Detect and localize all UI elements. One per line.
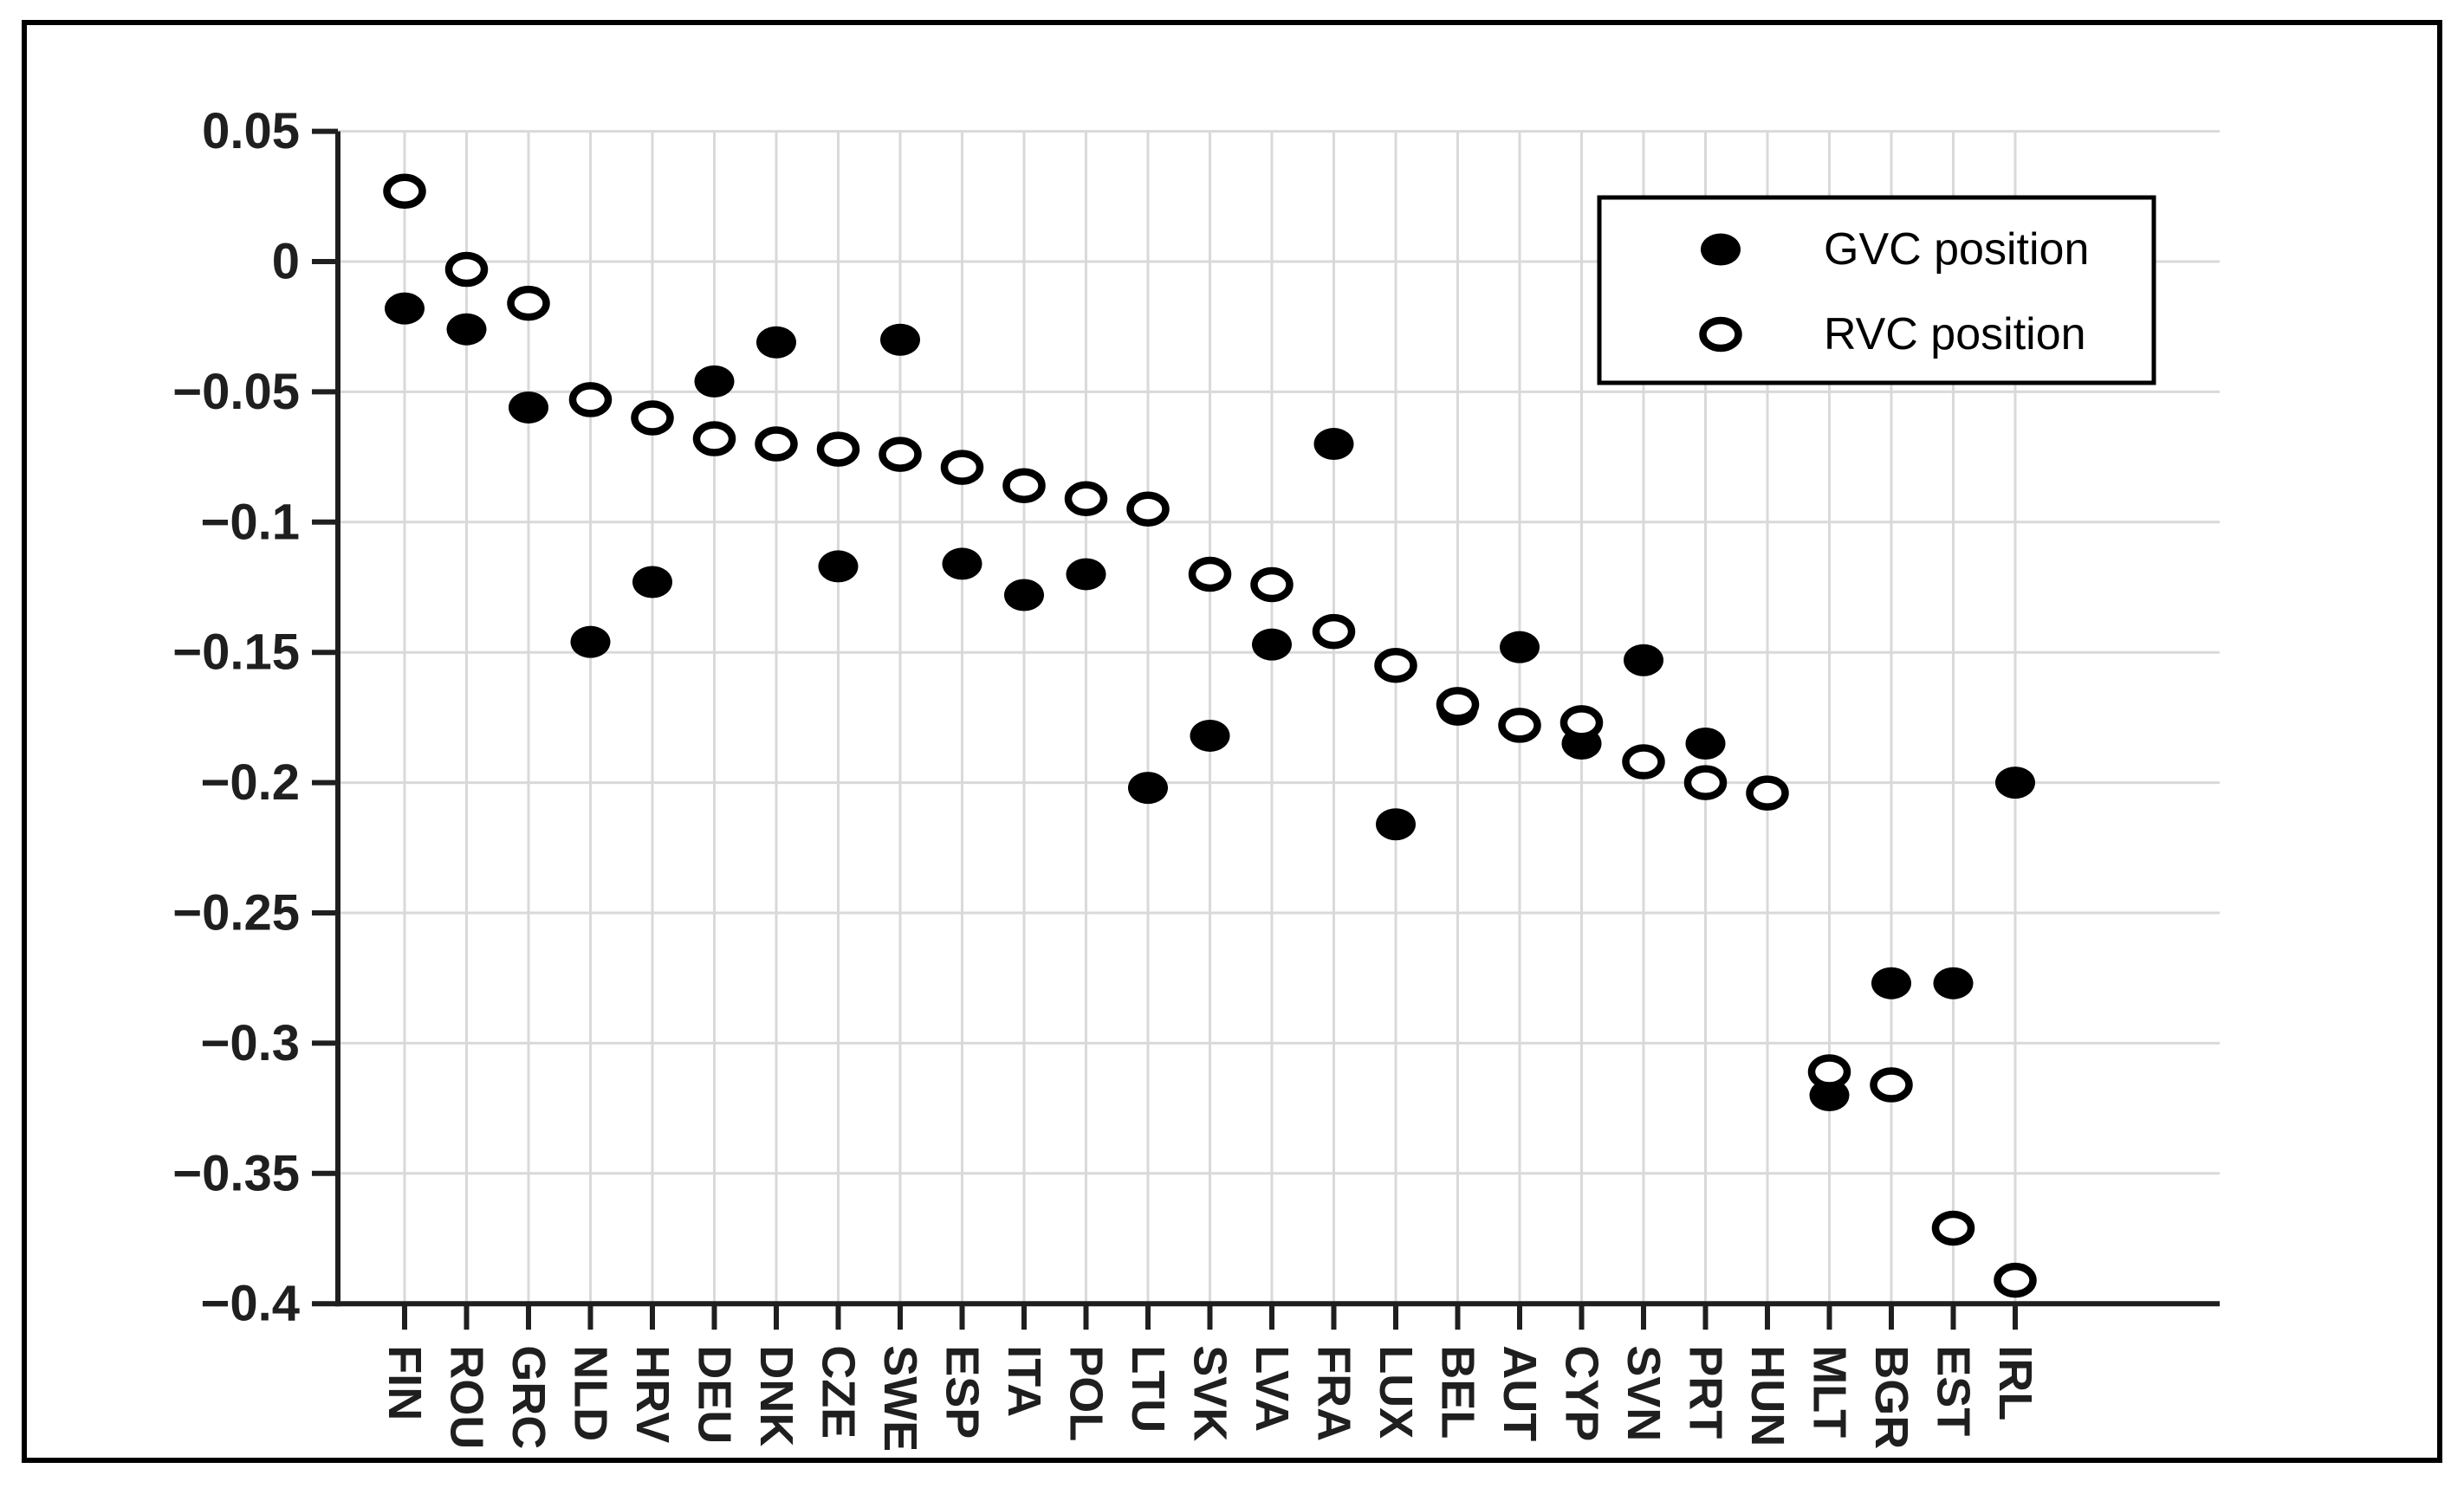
rvc-point-ESP xyxy=(940,450,984,485)
x-tick-label-FRA: FRA xyxy=(1308,1345,1360,1441)
x-tick-label-ROU: ROU xyxy=(441,1345,493,1449)
x-tick-label-GRC: GRC xyxy=(503,1345,554,1449)
gvc-point-PRT xyxy=(1685,727,1726,760)
y-tick-label-0.05: 0.05 xyxy=(202,103,300,159)
gvc-point-NLD xyxy=(570,625,611,658)
rvc-point-CYP xyxy=(1559,705,1604,741)
x-tick-label-BGR: BGR xyxy=(1865,1345,1917,1449)
gvc-point-IRL xyxy=(1995,767,2035,799)
gvc-point-DNK xyxy=(756,326,796,359)
gvc-point-AUT xyxy=(1500,631,1540,663)
gvc-point-EST xyxy=(1933,967,1974,1000)
x-tick-label-PRT: PRT xyxy=(1680,1345,1732,1439)
y-tick-label-−0.3: −0.3 xyxy=(201,1015,301,1071)
gvc-point-SWE xyxy=(880,323,920,356)
y-tick-label-0: 0 xyxy=(272,234,300,290)
x-tick-label-SVN: SVN xyxy=(1618,1345,1670,1441)
x-tick-label-HUN: HUN xyxy=(1741,1345,1793,1446)
x-tick-label-POL: POL xyxy=(1060,1345,1112,1441)
gvc-point-HRV xyxy=(632,566,672,598)
legend-gvc-label: GVC position xyxy=(1824,224,2089,275)
y-tick-label-−0.2: −0.2 xyxy=(201,754,301,811)
gvc-point-GRC xyxy=(509,391,548,424)
rvc-point-DNK xyxy=(755,426,798,462)
x-tick-label-LTU: LTU xyxy=(1122,1345,1174,1433)
gvc-point-CZE xyxy=(818,550,859,583)
rvc-point-FRA xyxy=(1312,613,1356,650)
x-tick-label-LUX: LUX xyxy=(1370,1345,1422,1439)
gvc-point-FRA xyxy=(1313,428,1354,461)
rvc-point-ROU xyxy=(444,251,489,288)
rvc-point-SWE xyxy=(879,437,922,472)
rvc-point-DEU xyxy=(692,421,736,456)
x-tick-label-ESP: ESP xyxy=(937,1345,989,1439)
rvc-point-HUN xyxy=(1746,775,1789,811)
rvc-point-HRV xyxy=(631,400,674,436)
gvc-point-LUX xyxy=(1376,808,1416,841)
y-tick-label-−0.15: −0.15 xyxy=(172,624,300,681)
gvc-point-ROU xyxy=(446,313,487,346)
gvc-point-POL xyxy=(1066,558,1106,591)
gvc-point-ITA xyxy=(1004,579,1044,611)
x-tick-label-DNK: DNK xyxy=(750,1345,802,1446)
rvc-point-SVN xyxy=(1622,744,1665,780)
legend-rvc-label: RVC position xyxy=(1824,309,2086,359)
rvc-point-BGR xyxy=(1870,1067,1913,1103)
rvc-point-AUT xyxy=(1498,708,1541,743)
gvc-point-FIN xyxy=(385,292,425,325)
y-tick-label-−0.4: −0.4 xyxy=(201,1276,301,1332)
gvc-point-SVN xyxy=(1624,644,1663,676)
legend-gvc-marker-icon xyxy=(1701,233,1741,266)
x-tick-label-AUT: AUT xyxy=(1494,1345,1546,1441)
gvc-point-DEU xyxy=(694,365,735,398)
rvc-point-BEL xyxy=(1436,687,1480,722)
rvc-point-LVA xyxy=(1250,566,1294,603)
rvc-point-SVK xyxy=(1188,556,1232,592)
rvc-point-MLT xyxy=(1807,1054,1851,1090)
x-tick-label-SVK: SVK xyxy=(1184,1345,1236,1441)
gvc-point-SVK xyxy=(1190,719,1230,752)
x-tick-label-NLD: NLD xyxy=(565,1345,617,1441)
x-tick-label-CZE: CZE xyxy=(813,1345,865,1439)
x-tick-label-IRL: IRL xyxy=(1989,1345,2041,1420)
rvc-point-CZE xyxy=(816,431,860,467)
x-tick-label-FIN: FIN xyxy=(379,1345,431,1420)
gvc-point-BGR xyxy=(1871,967,1911,1000)
legend-box xyxy=(1597,195,2156,385)
rvc-point-POL xyxy=(1064,481,1108,516)
rvc-point-LTU xyxy=(1126,491,1170,527)
x-tick-label-CYP: CYP xyxy=(1556,1345,1608,1441)
gvc-point-LTU xyxy=(1128,772,1168,805)
y-tick-label-−0.35: −0.35 xyxy=(172,1145,300,1201)
y-tick-label-−0.1: −0.1 xyxy=(201,494,301,550)
rvc-point-FIN xyxy=(383,173,426,210)
rvc-point-NLD xyxy=(568,382,613,417)
figure-border xyxy=(22,20,2442,1463)
rvc-point-PRT xyxy=(1683,765,1728,800)
x-tick-label-EST: EST xyxy=(1928,1345,1980,1436)
rvc-point-ITA xyxy=(1002,468,1046,503)
rvc-point-GRC xyxy=(507,285,550,321)
x-tick-label-ITA: ITA xyxy=(998,1345,1050,1417)
x-tick-label-LVA: LVA xyxy=(1246,1345,1298,1432)
x-tick-label-MLT: MLT xyxy=(1804,1345,1856,1438)
y-tick-label-−0.25: −0.25 xyxy=(172,885,300,941)
rvc-point-LUX xyxy=(1374,647,1417,683)
rvc-point-EST xyxy=(1931,1210,1975,1246)
gvc-point-ESP xyxy=(942,547,982,580)
legend-rvc-marker-icon xyxy=(1699,316,1742,353)
y-tick-label-−0.05: −0.05 xyxy=(172,364,300,420)
rvc-point-IRL xyxy=(1994,1262,2037,1298)
x-tick-label-SWE: SWE xyxy=(874,1345,926,1452)
x-tick-label-BEL: BEL xyxy=(1432,1345,1484,1439)
gvc-point-LVA xyxy=(1252,628,1292,661)
x-tick-label-HRV: HRV xyxy=(626,1345,678,1443)
x-tick-label-DEU: DEU xyxy=(689,1345,741,1444)
